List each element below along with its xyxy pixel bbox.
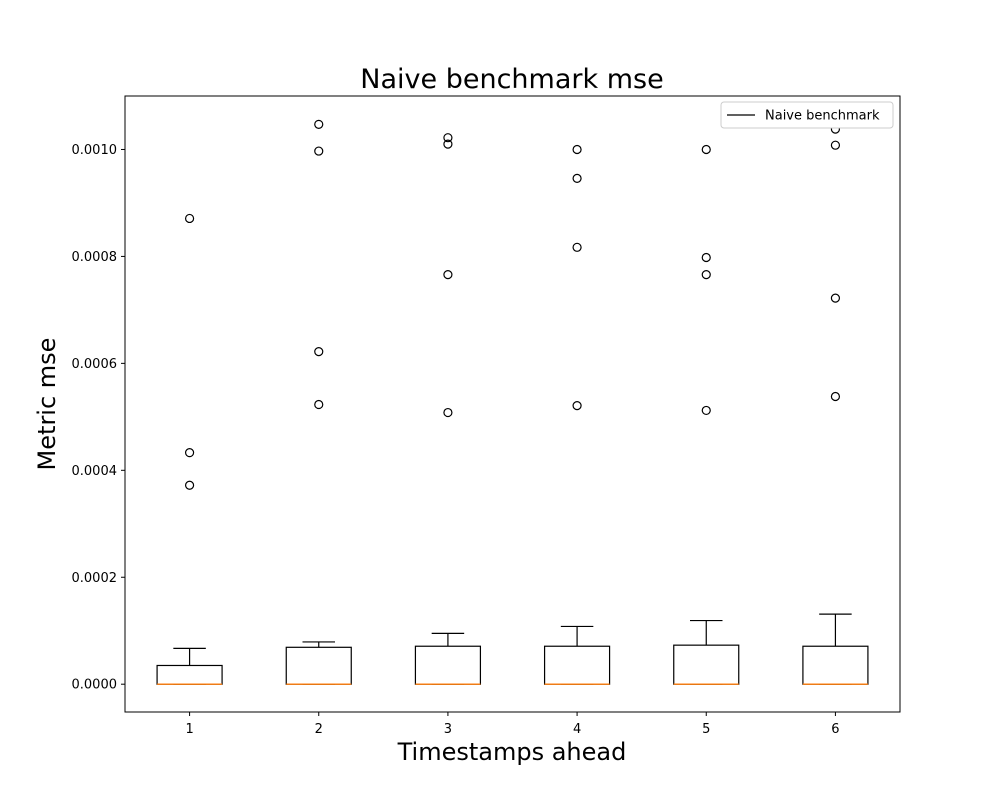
box-group [802, 124, 869, 685]
outlier-point [443, 133, 453, 143]
y-axis-label: Metric mse [33, 338, 61, 471]
y-tick-label: 0.0006 [72, 357, 118, 372]
box-group [673, 144, 740, 685]
chart-title: Naive benchmark mse [360, 64, 663, 95]
outlier-point [184, 480, 195, 490]
box-group [414, 133, 482, 685]
x-tick-label: 6 [831, 722, 839, 737]
outlier-point [184, 213, 195, 224]
x-axis-ticks: 1 2 3 4 5 6 [185, 712, 840, 737]
outlier-point [314, 146, 324, 156]
outlier-point [443, 269, 453, 280]
axes-frame [124, 95, 901, 713]
outlier-point [443, 139, 453, 149]
x-axis-label: Timestamps ahead [397, 738, 627, 766]
x-tick-label: 4 [573, 722, 581, 737]
legend: Naive benchmark [720, 101, 894, 129]
outlier-point [830, 293, 841, 303]
outlier-point [314, 346, 324, 357]
y-tick-label: 0.0008 [72, 250, 118, 265]
outlier-point [314, 119, 324, 129]
outlier-point [830, 140, 841, 150]
y-axis-ticks: 0.0000 0.0002 0.0004 0.0006 0.0008 0.0010 [72, 143, 125, 693]
outlier-point [314, 399, 324, 410]
x-tick-label: 5 [702, 722, 710, 737]
y-tick-label: 0.0000 [72, 678, 118, 693]
outlier-point [572, 144, 582, 155]
outlier-point [701, 269, 711, 280]
plot-area [156, 119, 869, 685]
y-tick-label: 0.0002 [72, 571, 118, 586]
legend-box [720, 101, 894, 129]
outlier-point [184, 448, 195, 458]
outlier-point [701, 405, 711, 416]
x-tick-label: 2 [315, 722, 323, 737]
outlier-point [443, 407, 453, 418]
outlier-point [572, 173, 582, 183]
outlier-point [701, 252, 711, 263]
box-group [543, 144, 611, 685]
outlier-point [701, 144, 711, 155]
x-tick-label: 1 [185, 722, 193, 737]
y-tick-label: 0.0010 [72, 143, 118, 158]
box-group [285, 119, 352, 685]
y-tick-label: 0.0004 [72, 464, 118, 479]
legend-label: Naive benchmark [765, 109, 880, 124]
box-group [156, 213, 223, 685]
outlier-point [572, 401, 582, 411]
outlier-point [830, 391, 841, 402]
x-tick-label: 3 [444, 722, 452, 737]
outlier-point [572, 242, 582, 252]
